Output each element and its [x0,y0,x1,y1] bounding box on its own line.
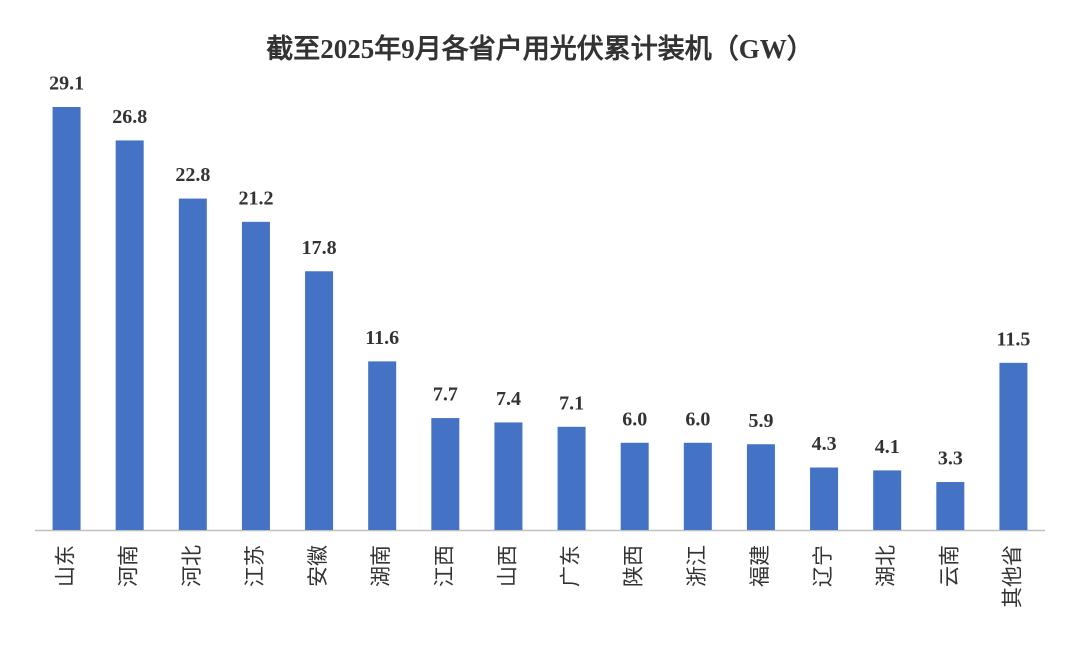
bar [178,198,207,530]
value-label: 5.9 [748,410,773,432]
bar [115,140,144,530]
bar [936,482,965,530]
bar [620,442,649,530]
value-label: 6.0 [685,408,710,430]
value-label: 22.8 [175,164,210,186]
bar [305,271,334,530]
bar [810,467,839,530]
value-label: 17.8 [302,237,337,259]
x-tick-label: 福建 [748,545,772,587]
bar [557,426,586,530]
x-tick-label: 广东 [559,545,583,587]
value-label: 11.6 [365,327,399,349]
value-label: 3.3 [938,448,963,470]
bar [683,442,712,530]
x-tick-label: 云南 [937,545,961,587]
x-tick-label: 山西 [495,545,519,587]
bar [241,221,270,530]
x-tick-label: 山东 [54,545,78,587]
x-tick-label: 其他省 [1000,545,1024,608]
bar [52,107,81,530]
value-label: 6.0 [622,408,647,430]
bar [873,470,902,530]
bar [746,444,775,530]
x-tick-label: 河北 [180,545,204,587]
x-tick-label: 陕西 [622,545,646,587]
bar [999,362,1028,530]
bar [494,422,523,530]
value-label: 11.5 [996,328,1030,350]
bar [368,361,397,530]
value-label: 4.3 [812,433,837,455]
x-tick-label: 湖北 [874,545,898,587]
value-label: 21.2 [238,187,273,209]
x-tick-label: 河南 [117,545,141,587]
x-tick-label: 湖南 [369,545,393,587]
x-tick-label: 江苏 [243,545,267,587]
value-label: 26.8 [112,106,147,128]
value-label: 7.4 [496,388,521,410]
value-label: 29.1 [49,73,84,95]
x-tick-label: 安徽 [306,545,330,587]
x-tick-label: 江西 [432,545,456,587]
value-label: 4.1 [875,436,900,458]
chart-title: 截至2025年9月各省户用光伏累计装机（GW） [266,33,814,64]
value-label: 7.7 [433,384,458,406]
x-tick-label: 浙江 [685,545,709,587]
x-tick-label: 辽宁 [811,545,835,587]
bar [431,418,460,530]
value-label: 7.1 [559,392,584,414]
